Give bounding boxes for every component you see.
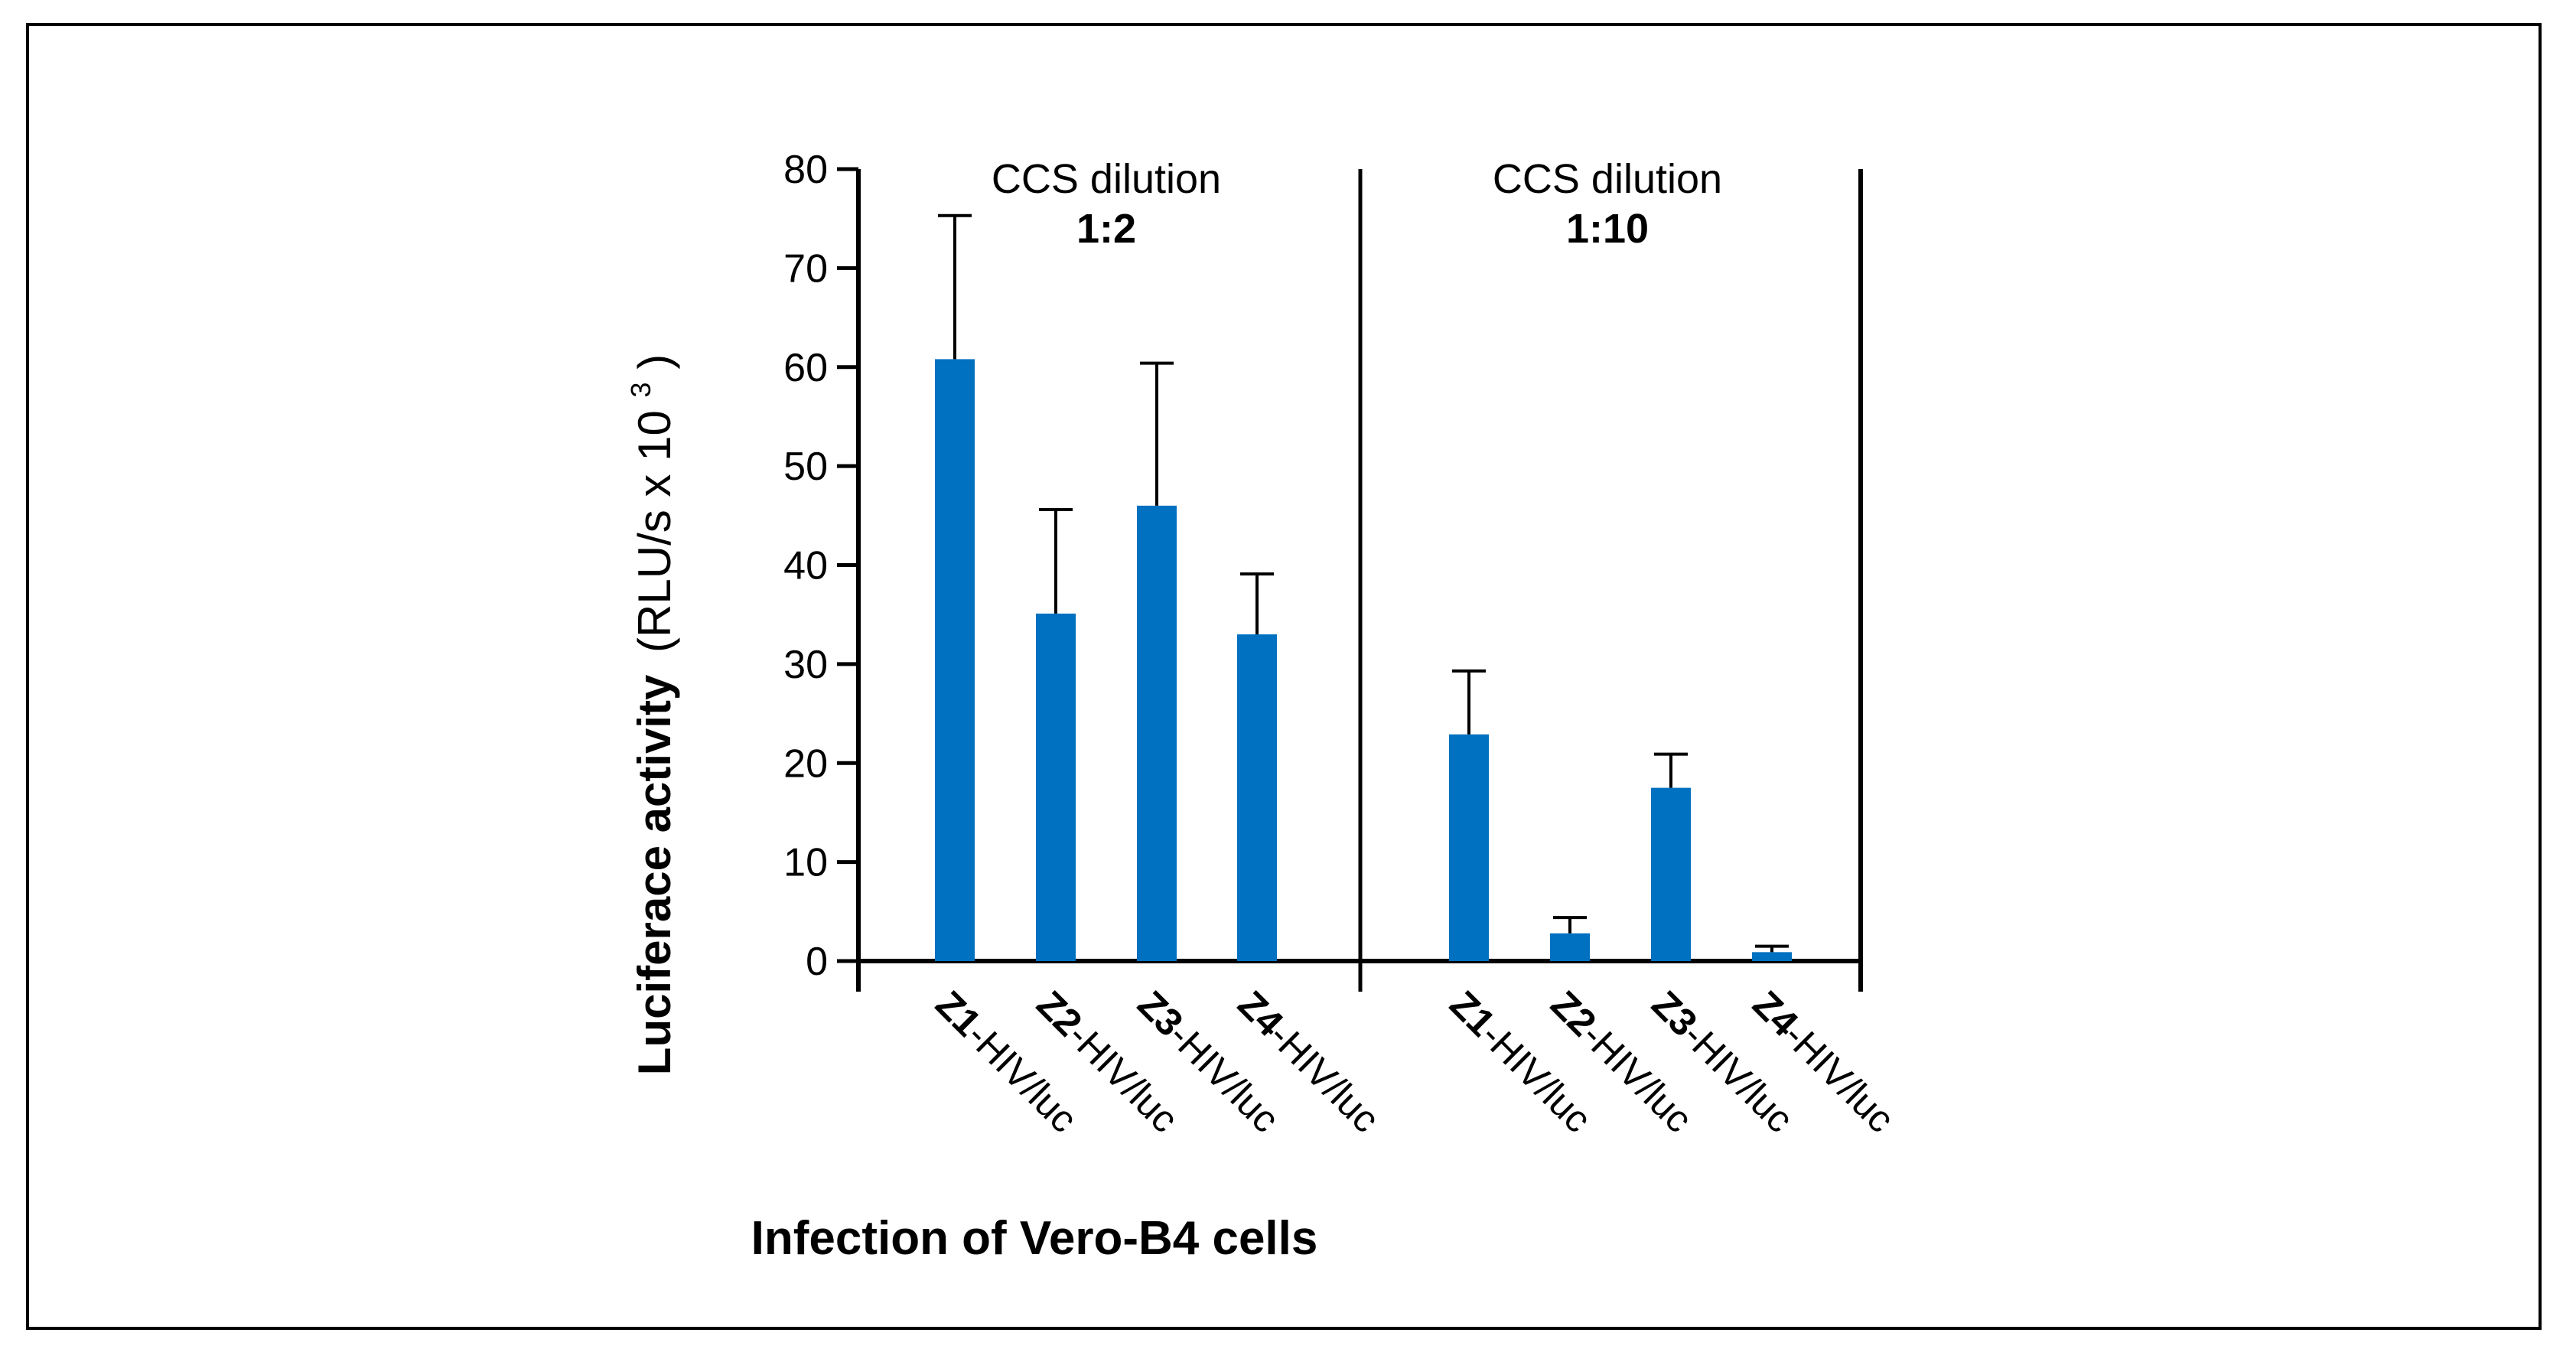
bars-group	[935, 213, 1792, 961]
bar	[1752, 952, 1792, 961]
y-axis-label-close: )	[629, 354, 680, 370]
y-tick-label: 10	[783, 841, 828, 885]
y-tick-label: 30	[783, 643, 828, 687]
bar	[1651, 787, 1691, 961]
figure-frame: 0 10 20 30 40 50 60 70 80 CCS dilution 1:2 Z1-HIV/…	[26, 23, 2542, 1330]
x-axis-label: Infection of Vero-B4 cells	[751, 1212, 1318, 1265]
bar	[1550, 933, 1590, 961]
bar	[1237, 634, 1277, 961]
y-tick-label: 50	[783, 445, 828, 489]
x-tick-label-suffix: -HIV/luc	[1261, 1014, 1387, 1140]
bar	[935, 359, 975, 961]
group-dilution-label: 1:2	[1076, 206, 1136, 252]
y-axis-label-exponent: 3	[625, 382, 656, 397]
bar	[1449, 734, 1489, 961]
bar	[1137, 505, 1177, 961]
y-tick-label: 40	[783, 544, 828, 588]
axes-group: 0 10 20 30 40 50 60 70 80	[783, 148, 1863, 992]
bar	[1036, 613, 1076, 961]
group-title: CCS dilution	[992, 156, 1221, 202]
x-tick-label-suffix: -HIV/luc	[1776, 1014, 1902, 1140]
y-tick-label: 80	[783, 148, 828, 192]
y-axis-label: Luciferace activity (RLU/s x 10 3 )	[609, 354, 680, 1075]
y-tick-label: 70	[783, 246, 828, 291]
y-tick-label: 60	[783, 346, 828, 390]
y-axis-label-main: Luciferace activity	[629, 674, 680, 1075]
group-title: CCS dilution	[1493, 156, 1722, 202]
y-tick-label: 20	[783, 741, 828, 786]
group-dilution-label: 1:10	[1566, 206, 1649, 252]
y-axis-label-unit: (RLU/s x 10	[629, 410, 680, 653]
y-tick-label: 0	[806, 940, 828, 984]
